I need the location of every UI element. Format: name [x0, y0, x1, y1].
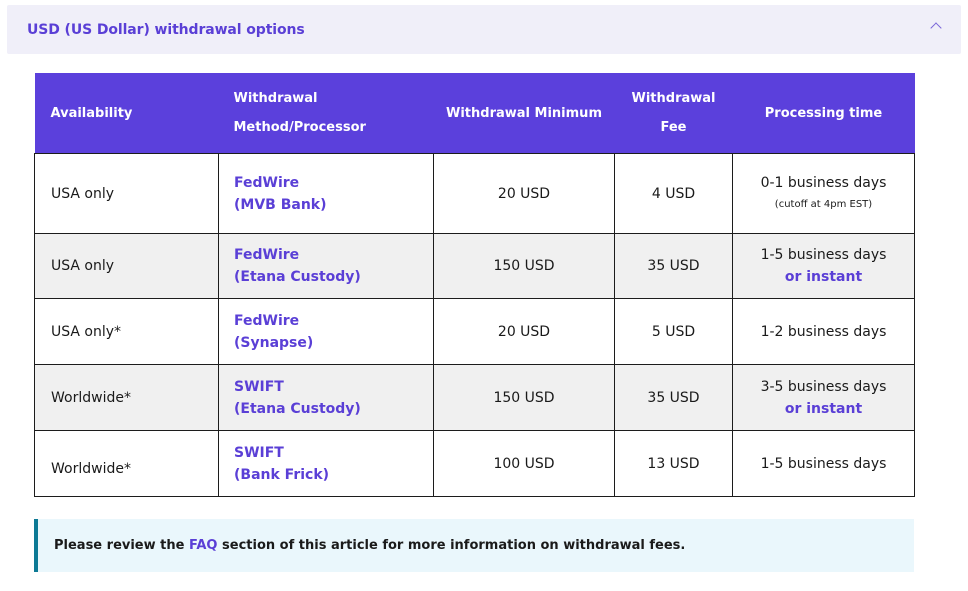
cell-fee: 13 USD — [614, 430, 733, 497]
cell-availability: Worldwide* — [34, 364, 219, 431]
cell-method[interactable]: SWIFT (Bank Frick) — [218, 430, 434, 497]
method-link[interactable]: SWIFT — [234, 378, 284, 395]
chevron-up-icon[interactable] — [930, 22, 942, 34]
processor-link[interactable]: (Etana Custody) — [234, 400, 361, 417]
cell-method[interactable]: FedWire (Etana Custody) — [218, 233, 434, 299]
table-row: Worldwide* SWIFT (Bank Frick) 100 USD 13 … — [34, 430, 915, 497]
cell-availability: USA only — [34, 233, 219, 299]
header-minimum: Withdrawal Minimum — [433, 73, 615, 154]
table-row: USA only FedWire (Etana Custody) 150 USD … — [34, 233, 915, 299]
cell-processing: 1-5 business days or instant — [732, 233, 915, 299]
header-availability: Availability — [34, 73, 219, 154]
processing-time: 3-5 business days — [760, 378, 887, 395]
cell-processing: 3-5 business days or instant — [732, 364, 915, 431]
processing-time: 1-2 business days — [760, 323, 887, 340]
processing-time: 0-1 business days — [760, 174, 887, 191]
cell-minimum: 150 USD — [433, 364, 615, 431]
header-method: Withdrawal Method/Processor — [218, 73, 434, 154]
cell-fee: 35 USD — [614, 233, 733, 299]
method-link[interactable]: FedWire — [234, 247, 300, 263]
table-row: USA only FedWire (MVB Bank) 20 USD 4 USD … — [34, 153, 915, 234]
info-text-suffix: section of this article for more informa… — [217, 538, 686, 553]
header-processing: Processing time — [732, 73, 915, 154]
cell-processing: 0-1 business days (cutoff at 4pm EST) — [732, 153, 915, 234]
processor-link[interactable]: (Synapse) — [234, 334, 314, 351]
cell-fee: 4 USD — [614, 153, 733, 234]
withdrawal-table: Availability Withdrawal Method/Processor … — [34, 73, 915, 497]
faq-link[interactable]: FAQ — [188, 538, 218, 553]
table-row: Worldwide* SWIFT (Etana Custody) 150 USD … — [34, 364, 915, 431]
cell-method[interactable]: SWIFT (Etana Custody) — [218, 364, 434, 431]
cell-minimum: 20 USD — [433, 298, 615, 365]
table-row: USA only* FedWire (Synapse) 20 USD 5 USD … — [34, 298, 915, 365]
processing-time: 1-5 business days — [760, 247, 887, 263]
method-link[interactable]: SWIFT — [234, 444, 284, 461]
cell-fee: 35 USD — [614, 364, 733, 431]
header-fee: Withdrawal Fee — [614, 73, 733, 154]
cell-method[interactable]: FedWire (MVB Bank) — [218, 153, 434, 234]
cell-processing: 1-2 business days — [732, 298, 915, 365]
cell-availability: USA only* — [34, 298, 219, 365]
cell-availability: Worldwide* — [34, 430, 219, 497]
processor-link[interactable]: (Bank Frick) — [234, 466, 330, 483]
processor-link[interactable]: (Etana Custody) — [234, 269, 361, 285]
cell-minimum: 20 USD — [433, 153, 615, 234]
method-link[interactable]: FedWire — [234, 174, 300, 191]
cell-fee: 5 USD — [614, 298, 733, 365]
cell-availability: USA only — [34, 153, 219, 234]
cell-processing: 1-5 business days — [732, 430, 915, 497]
processing-time: 1-5 business days — [760, 455, 887, 472]
instant-link[interactable]: or instant — [784, 269, 863, 285]
info-text-prefix: Please review the — [54, 538, 189, 553]
method-link[interactable]: FedWire — [234, 312, 300, 329]
instant-link[interactable]: or instant — [784, 400, 863, 417]
cell-method[interactable]: FedWire (Synapse) — [218, 298, 434, 365]
info-callout: Please review the FAQ section of this ar… — [34, 519, 914, 572]
table-header-row: Availability Withdrawal Method/Processor … — [34, 73, 915, 154]
cell-minimum: 100 USD — [433, 430, 615, 497]
accordion-header[interactable]: USD (US Dollar) withdrawal options — [7, 5, 961, 54]
accordion-title: USD (US Dollar) withdrawal options — [27, 21, 305, 38]
processor-link[interactable]: (MVB Bank) — [234, 196, 327, 213]
cell-minimum: 150 USD — [433, 233, 615, 299]
processing-note: (cutoff at 4pm EST) — [774, 198, 873, 210]
